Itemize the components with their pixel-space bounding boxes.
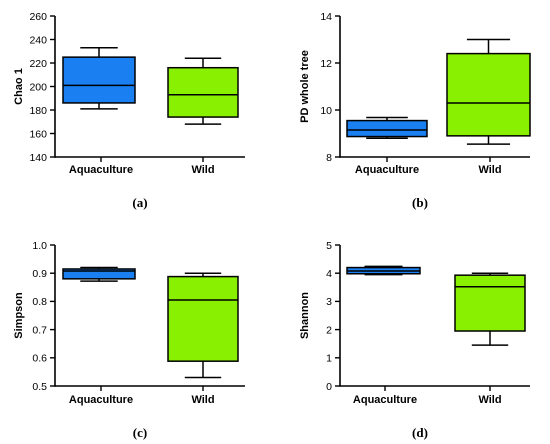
x-category-label: Wild [478, 394, 501, 406]
panel-label: (d) [412, 425, 428, 440]
y-tick-label: 200 [29, 81, 47, 93]
y-tick-label: 0.7 [32, 324, 47, 336]
y-tick-label: 0.9 [32, 268, 47, 280]
box-wild [454, 272, 526, 346]
box-aquaculture [346, 265, 421, 276]
y-tick-label: 12 [320, 58, 332, 70]
box-wild [446, 38, 531, 145]
x-category-label: Wild [191, 394, 214, 406]
y-tick-label: 0.5 [32, 381, 47, 393]
y-tick-label: 0.6 [32, 353, 47, 365]
y-axis-label: Chao 1 [13, 68, 25, 105]
iqr-box [346, 119, 428, 138]
chart-panel-3: 0.5 0.6 0.7 0.8 0.9 1.0 Aquaculture Wild Simpson… [13, 240, 245, 440]
chart-panel-4: 0 1 2 3 4 5 Aquaculture Wild Shannon (d) [299, 240, 530, 440]
y-axis-label: Shannon [299, 292, 311, 339]
y-axis-label: Simpson [13, 292, 25, 339]
panel-label: (b) [412, 195, 428, 210]
x-category-label: Aquaculture [353, 394, 417, 406]
iqr-box [446, 52, 531, 137]
x-category-label: Wild [191, 164, 214, 176]
box-aquaculture [62, 46, 136, 110]
box-wild [167, 57, 239, 125]
y-tick-label: 0.8 [32, 296, 47, 308]
y-tick-label: 14 [320, 11, 332, 23]
x-category-label: Aquaculture [69, 164, 133, 176]
y-tick-label: 8 [326, 152, 332, 164]
y-tick-label: 260 [29, 11, 47, 23]
y-tick-label: 2 [326, 324, 332, 336]
x-category-label: Wild [478, 164, 501, 176]
panel-label: (c) [133, 425, 147, 440]
y-axis-label: PD whole tree [299, 50, 311, 123]
y-tick-label: 5 [326, 240, 332, 252]
x-category-label: Aquaculture [355, 164, 419, 176]
y-tick-label: 4 [326, 268, 332, 280]
y-tick-label: 240 [29, 34, 47, 46]
chart-panel-1: 140 160 180 200 220 240 260 Aquaculture Wild Chao… [13, 11, 245, 210]
y-tick-label: 10 [320, 105, 332, 117]
panel-label: (a) [132, 195, 147, 210]
iqr-box [454, 274, 526, 332]
chart-panel-2: 8 10 12 14 Aquaculture Wild PD whole tree (b) [299, 11, 531, 210]
y-tick-label: 140 [29, 152, 47, 164]
box-wild [167, 272, 239, 379]
y-tick-label: 1.0 [32, 240, 47, 252]
y-tick-label: 1 [326, 353, 332, 365]
box-aquaculture [346, 116, 428, 139]
iqr-box [167, 275, 239, 362]
iqr-box [167, 66, 239, 118]
y-tick-label: 180 [29, 105, 47, 117]
y-tick-label: 0 [326, 381, 332, 393]
y-tick-label: 160 [29, 128, 47, 140]
box-aquaculture [62, 266, 136, 282]
x-category-label: Aquaculture [69, 394, 133, 406]
y-tick-label: 3 [326, 296, 332, 308]
iqr-box [62, 56, 136, 104]
iqr-box [62, 268, 136, 280]
y-tick-label: 220 [29, 58, 47, 70]
